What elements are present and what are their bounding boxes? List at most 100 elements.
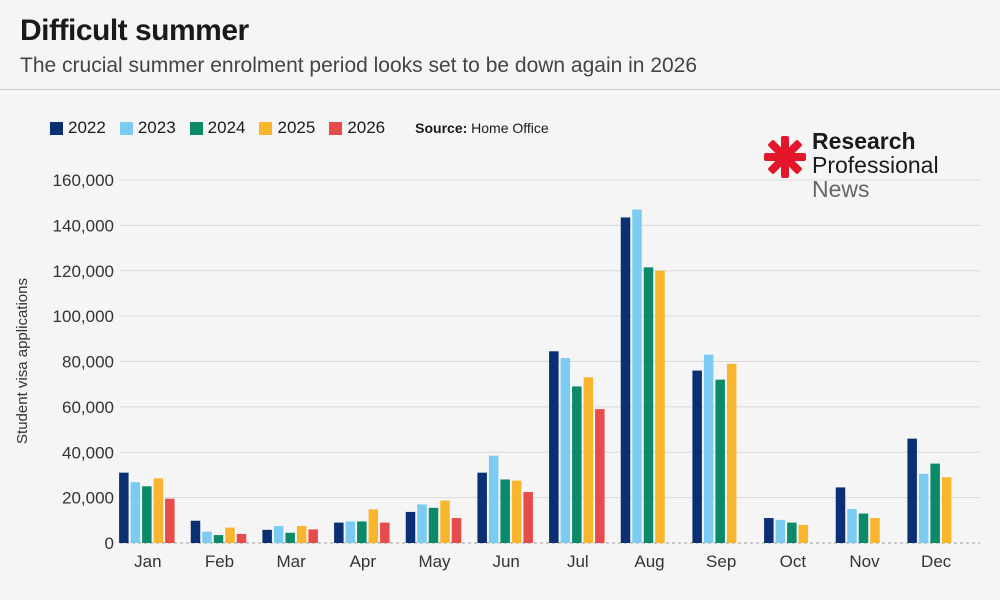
x-tick-label: Jul [567,552,589,571]
legend-label: 2022 [68,118,106,137]
y-tick-label: 0 [105,534,114,553]
y-tick-label: 80,000 [62,353,114,372]
bar-jun-2024 [500,479,510,543]
logo-text-research: Research [812,128,916,154]
bar-apr-2022 [334,522,344,543]
bar-feb-2025 [225,527,235,543]
bar-jan-2023 [130,482,141,543]
y-tick-label: 20,000 [62,489,114,508]
x-tick-label: Mar [277,552,307,571]
bar-jul-2024 [572,386,582,543]
bar-feb-2024 [213,535,224,543]
bar-mar-2022 [262,529,272,543]
bar-feb-2026 [236,533,247,543]
bar-sep-2023 [703,354,714,543]
bar-may-2022 [405,511,416,543]
bar-aug-2025 [655,270,665,543]
x-tick-label: Nov [849,552,880,571]
legend-item-2024: 2024 [189,118,246,138]
bar-apr-2025 [368,509,379,543]
bar-jan-2022 [119,472,129,543]
y-tick-label: 140,000 [53,216,114,235]
x-tick-label: Dec [921,552,952,571]
y-tick-label: 60,000 [62,398,114,417]
header-divider [0,89,1000,90]
legend-swatch [259,121,273,135]
bar-dec-2023 [918,473,929,543]
legend-swatch [329,121,343,135]
y-axis-label: Student visa applications [14,278,31,444]
bar-apr-2026 [380,522,390,543]
legend-swatch [50,121,63,135]
bar-jan-2025 [153,478,164,543]
bar-jul-2023 [560,358,571,543]
bar-jul-2026 [595,409,605,543]
bar-aug-2024 [643,267,654,543]
x-tick-label: Sep [706,552,736,571]
bar-feb-2023 [202,531,212,543]
x-tick-label: Aug [634,552,664,571]
bar-mar-2026 [308,529,318,543]
legend-swatch [119,121,133,135]
bar-jun-2023 [488,455,499,543]
bar-jun-2022 [477,472,487,543]
bar-nov-2025 [870,518,880,543]
bar-may-2023 [417,504,427,543]
bar-sep-2022 [692,370,702,543]
legend: 2022 2023 2024 2025 2026 Source: Home Office [50,118,549,138]
y-tick-label: 100,000 [53,307,114,326]
bar-may-2025 [440,500,450,543]
x-tick-label: Feb [205,552,234,571]
legend-label: 2024 [207,118,246,137]
bar-jul-2025 [583,377,594,543]
x-tick-label: Jan [134,552,161,571]
source-label: Source: [415,120,468,136]
bar-aug-2023 [632,209,642,543]
x-tick-label: Oct [780,552,807,571]
bar-mar-2024 [285,532,295,543]
x-tick-label: Apr [350,552,377,571]
bar-oct-2025 [798,524,809,543]
bar-jan-2026 [165,498,175,543]
x-tick-label: May [418,552,451,571]
bar-mar-2025 [296,525,307,543]
bar-feb-2022 [190,520,201,543]
bar-sep-2025 [726,363,737,543]
legend-item-2022: 2022 [50,118,106,138]
bar-jan-2024 [142,486,152,543]
bar-oct-2023 [775,519,786,543]
bar-mar-2023 [273,525,284,543]
legend-item-2025: 2025 [259,118,315,138]
logo-text-professional: Professional [812,152,939,178]
x-axis: Jan Feb Mar Apr May Jun Jul Aug Sep Oct Nov Dec [134,552,952,571]
bar-dec-2024 [930,463,940,543]
asterisk-logo-icon [764,136,806,178]
bar-nov-2023 [847,508,857,543]
bar-dec-2025 [941,477,952,543]
legend-label: 2023 [137,118,176,137]
chart-title: Difficult summer [20,14,249,47]
research-professional-news-logo: Research Professional News [762,128,962,208]
bar-may-2024 [428,507,439,543]
legend-item-2026: 2026 [329,118,385,138]
bar-may-2026 [451,518,462,543]
bar-nov-2024 [858,513,869,543]
bar-apr-2024 [357,521,367,543]
bar-sep-2024 [715,379,725,543]
bars [119,209,952,543]
bar-oct-2022 [764,518,774,543]
legend-item-2023: 2023 [119,118,176,138]
source-value: Home Office [471,120,549,136]
y-tick-label: 40,000 [62,443,114,462]
legend-swatch [189,121,203,135]
legend-label: 2026 [347,118,386,137]
x-tick-label: Jun [492,552,519,571]
chart-subtitle: The crucial summer enrolment period look… [20,54,698,77]
bar-jun-2026 [523,491,533,543]
bar-dec-2022 [907,438,917,543]
y-axis: 0 20,000 40,000 60,000 80,000 100,000 120,000 1… [53,171,114,553]
bar-aug-2022 [620,217,631,543]
bar-nov-2022 [835,487,846,543]
legend-label: 2025 [277,118,316,137]
